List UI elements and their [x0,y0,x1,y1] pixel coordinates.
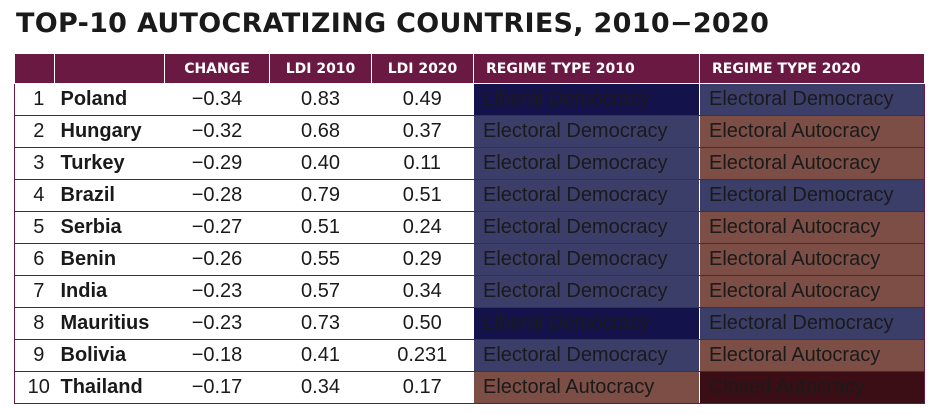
regime-2020-cell: Electoral Autocracy [699,243,925,276]
change-cell: −0.27 [164,211,270,244]
regime-2020-cell: Electoral Democracy [699,179,925,212]
regime-2010-cell: Electoral Democracy [473,211,700,244]
ldi-2020-cell: 0.51 [371,179,474,212]
ldi-2010-cell: 0.73 [269,307,372,340]
ldi-2020-cell: 0.49 [371,83,474,116]
regime-2010-cell: Electoral Democracy [473,243,700,276]
ldi-2020-cell: 0.24 [371,211,474,244]
ldi-2020-cell: 0.17 [371,371,474,404]
header-regime-2020: REGIME TYPE 2020 [699,53,925,84]
rank-cell: 6 [14,243,55,276]
ldi-2010-cell: 0.51 [269,211,372,244]
regime-2010-cell: Liberal Democracy [473,307,700,340]
regime-2020-cell: Closed Autocracy [699,371,925,404]
regime-2020-cell: Electoral Autocracy [699,339,925,372]
regime-2010-cell: Electoral Democracy [473,339,700,372]
table-body: 1 Poland −0.34 0.83 0.49 Liberal Democracy Ele… [14,83,925,404]
ldi-2010-cell: 0.79 [269,179,372,212]
rank-cell: 4 [14,179,55,212]
regime-2020-cell: Electoral Autocracy [699,115,925,148]
ldi-2010-cell: 0.55 [269,243,372,276]
regime-2020-cell: Electoral Democracy [699,307,925,340]
regime-2020-cell: Electoral Democracy [699,83,925,116]
autocratizing-table: CHANGE LDI 2010 LDI 2020 REGIME TYPE 201… [14,53,925,404]
table-row: 3 Turkey −0.29 0.40 0.11 Electoral Democracy E… [14,147,925,180]
change-cell: −0.18 [164,339,270,372]
country-cell: Hungary [54,115,165,148]
ldi-2010-cell: 0.34 [269,371,372,404]
table-row: 9 Bolivia −0.18 0.41 0.231 Electoral Democrac… [14,339,925,372]
rank-cell: 2 [14,115,55,148]
header-rank [14,53,55,84]
rank-cell: 10 [14,371,55,404]
change-cell: −0.17 [164,371,270,404]
country-cell: Brazil [54,179,165,212]
regime-2010-cell: Electoral Democracy [473,115,700,148]
rank-cell: 8 [14,307,55,340]
chart-title: TOP-10 AUTOCRATIZING COUNTRIES, 2010−202… [16,8,770,39]
regime-2010-cell: Electoral Democracy [473,275,700,308]
rank-cell: 1 [14,83,55,116]
regime-2020-cell: Electoral Autocracy [699,211,925,244]
regime-2020-cell: Electoral Autocracy [699,147,925,180]
ldi-2020-cell: 0.231 [371,339,474,372]
ldi-2020-cell: 0.37 [371,115,474,148]
ldi-2010-cell: 0.40 [269,147,372,180]
country-cell: Bolivia [54,339,165,372]
regime-2010-cell: Liberal Democracy [473,83,700,116]
regime-2020-cell: Electoral Autocracy [699,275,925,308]
header-country [54,53,165,84]
country-cell: Serbia [54,211,165,244]
rank-cell: 5 [14,211,55,244]
ldi-2010-cell: 0.83 [269,83,372,116]
country-cell: Thailand [54,371,165,404]
table-row: 7 India −0.23 0.57 0.34 Electoral Democracy El… [14,275,925,308]
ldi-2020-cell: 0.11 [371,147,474,180]
table-row: 2 Hungary −0.32 0.68 0.37 Electoral Democracy… [14,115,925,148]
regime-2010-cell: Electoral Democracy [473,147,700,180]
header-ldi-2010: LDI 2010 [269,53,372,84]
ldi-2020-cell: 0.50 [371,307,474,340]
country-cell: India [54,275,165,308]
rank-cell: 7 [14,275,55,308]
header-change: CHANGE [164,53,270,84]
rank-cell: 3 [14,147,55,180]
ldi-2010-cell: 0.57 [269,275,372,308]
table-row: 1 Poland −0.34 0.83 0.49 Liberal Democracy Ele… [14,83,925,116]
table-row: 10 Thailand −0.17 0.34 0.17 Electoral Autocra… [14,371,925,404]
table-row: 4 Brazil −0.28 0.79 0.51 Electoral Democracy E… [14,179,925,212]
ldi-2010-cell: 0.41 [269,339,372,372]
country-cell: Turkey [54,147,165,180]
header-ldi-2020: LDI 2020 [371,53,474,84]
header-regime-2010: REGIME TYPE 2010 [473,53,700,84]
ldi-2010-cell: 0.68 [269,115,372,148]
country-cell: Poland [54,83,165,116]
change-cell: −0.34 [164,83,270,116]
country-cell: Mauritius [54,307,165,340]
change-cell: −0.23 [164,275,270,308]
table-row: 5 Serbia −0.27 0.51 0.24 Electoral Democracy E… [14,211,925,244]
change-cell: −0.26 [164,243,270,276]
change-cell: −0.23 [164,307,270,340]
regime-2010-cell: Electoral Democracy [473,179,700,212]
rank-cell: 9 [14,339,55,372]
ldi-2020-cell: 0.34 [371,275,474,308]
change-cell: −0.28 [164,179,270,212]
regime-2010-cell: Electoral Autocracy [473,371,700,404]
ldi-2020-cell: 0.29 [371,243,474,276]
change-cell: −0.32 [164,115,270,148]
table-row: 8 Mauritius −0.23 0.73 0.50 Liberal Democracy… [14,307,925,340]
change-cell: −0.29 [164,147,270,180]
table-header-row: CHANGE LDI 2010 LDI 2020 REGIME TYPE 201… [14,53,925,84]
country-cell: Benin [54,243,165,276]
table-row: 6 Benin −0.26 0.55 0.29 Electoral Democracy El… [14,243,925,276]
